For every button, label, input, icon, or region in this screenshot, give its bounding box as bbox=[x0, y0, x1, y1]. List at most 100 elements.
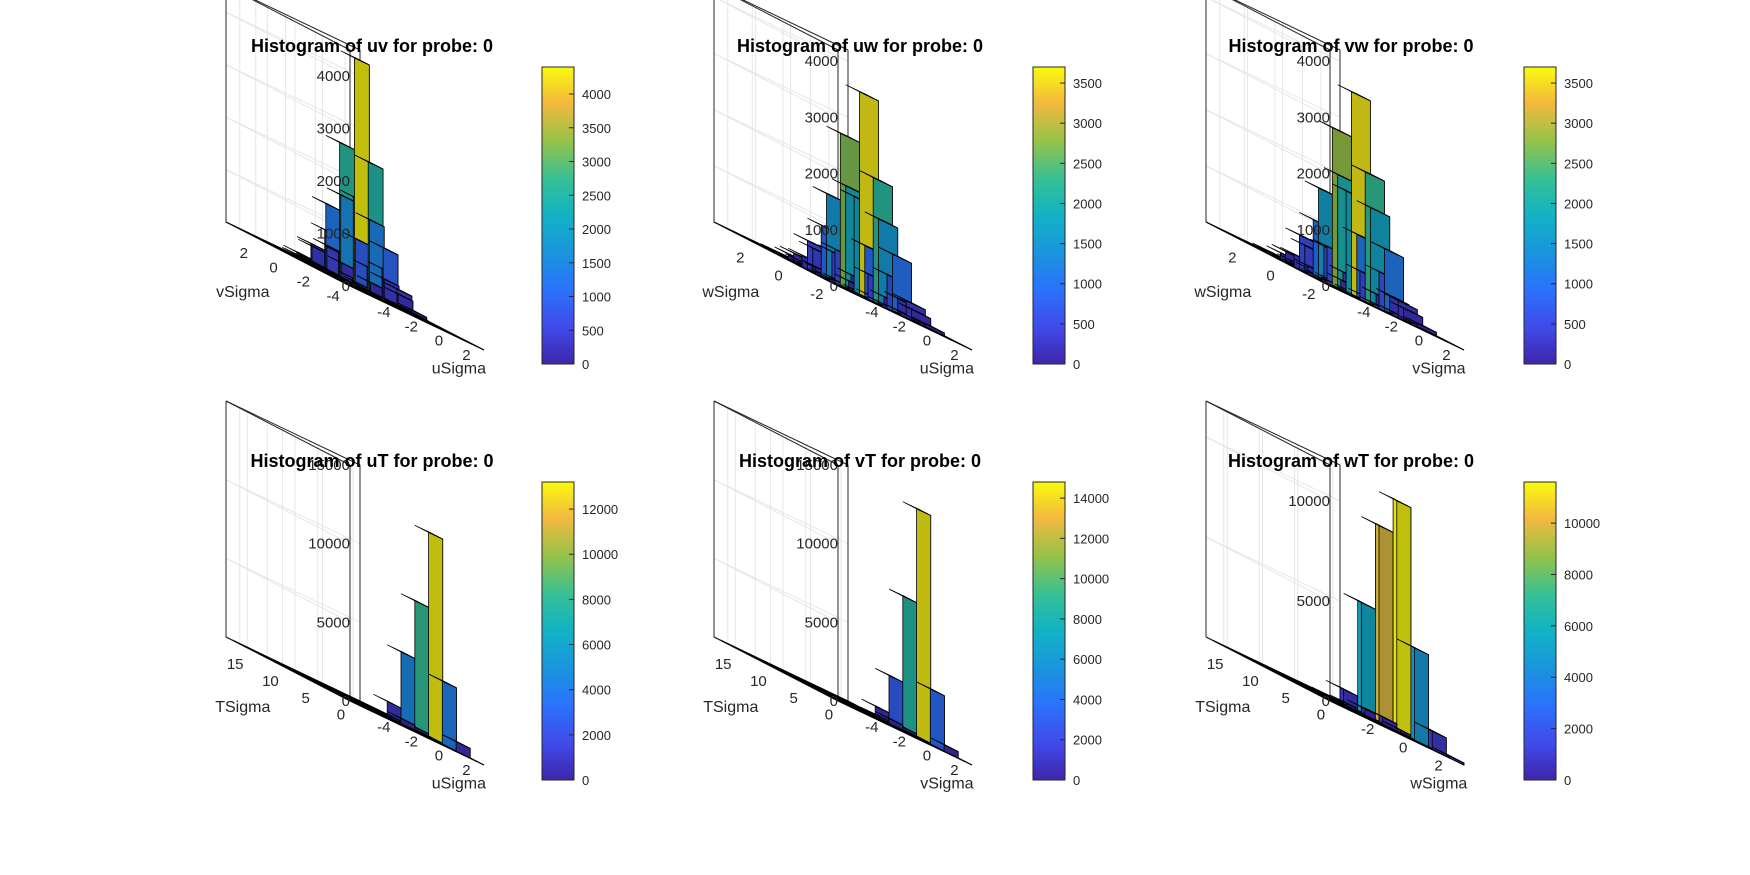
colorbar-tick-label: 3500 bbox=[1073, 76, 1102, 91]
x-tick-label: 2 bbox=[1442, 347, 1450, 364]
colorbar-tick-label: 2000 bbox=[1564, 722, 1593, 737]
histogram-bar bbox=[930, 737, 959, 759]
y-tick-label: 0 bbox=[825, 707, 833, 724]
z-tick-label: 3000 bbox=[317, 121, 350, 138]
z-tick-label: 0 bbox=[342, 693, 350, 710]
y-tick-label: 0 bbox=[774, 268, 782, 285]
tick-labels: 0 5000 10000 15000 -4 -2 0 2 15 10 5 0 bbox=[715, 457, 959, 779]
colorbar-tick-label: 1000 bbox=[1564, 277, 1593, 292]
chart-title: Histogram of uT for probe: 0 bbox=[251, 451, 494, 471]
colorbar-tick-label: 6000 bbox=[1073, 652, 1102, 667]
histogram-bar bbox=[911, 316, 945, 337]
histogram-bar bbox=[873, 717, 902, 732]
y-tick-label: 0 bbox=[1317, 707, 1325, 724]
histogram-bar bbox=[817, 689, 846, 704]
colorbar-tick-label: 14000 bbox=[1073, 491, 1109, 506]
z-tick-label: 2000 bbox=[1297, 166, 1330, 183]
z-tick-label: 4000 bbox=[1297, 53, 1330, 70]
colorbar-tick-label: 0 bbox=[1564, 773, 1571, 788]
colorbar-tick-label: 500 bbox=[582, 323, 604, 338]
colorbar: 0 2000 4000 6000 8000 10000 12000 14000 bbox=[1032, 481, 1109, 788]
histogram-bar bbox=[860, 706, 890, 724]
colorbar-tick-label: 2000 bbox=[1564, 196, 1593, 211]
colorbar-tick-label: 4000 bbox=[582, 683, 611, 698]
x-tick-label: -2 bbox=[405, 733, 418, 750]
colorbar-tick-label: 4000 bbox=[1073, 692, 1102, 707]
histogram-bar bbox=[326, 187, 357, 287]
y-axis-label: TSigma bbox=[703, 699, 758, 716]
histogram-bar bbox=[428, 673, 457, 752]
histogram-bar bbox=[916, 681, 945, 752]
x-tick-label: 2 bbox=[462, 762, 470, 779]
histogram-bar bbox=[455, 335, 485, 351]
x-tick-label: -4 bbox=[865, 304, 878, 321]
histogram-bar bbox=[386, 710, 416, 731]
colorbar: 0 500 1000 1500 2000 2500 3000 3500 bbox=[1032, 66, 1102, 372]
histogram-bar bbox=[818, 688, 847, 704]
histogram-bar bbox=[340, 50, 370, 294]
colorbar-gradient bbox=[541, 66, 575, 365]
colorbar: 0 2000 4000 6000 8000 10000 12000 bbox=[541, 481, 618, 788]
histogram-bar bbox=[372, 706, 402, 724]
colorbar-tick-label: 2000 bbox=[582, 728, 611, 743]
histogram-bar bbox=[385, 717, 414, 732]
colorbar-tick-label: 2500 bbox=[582, 188, 611, 203]
chart-panel: 0 5000 10000 -2 0 2 15 10 5 0 wSigma TSigma Histogra… bbox=[1195, 400, 1600, 793]
y-axis-label: TSigma bbox=[1195, 699, 1250, 716]
z-tick-label: 1000 bbox=[805, 222, 838, 239]
colorbar-tick-label: 3500 bbox=[582, 121, 611, 136]
histogram-bar bbox=[874, 710, 904, 731]
y-tick-label: 15 bbox=[1207, 656, 1224, 673]
histogram-bar bbox=[888, 588, 918, 738]
colorbar-tick-label: 3000 bbox=[582, 155, 611, 170]
z-tick-label: 1000 bbox=[317, 226, 350, 243]
colorbar-tick-label: 12000 bbox=[1073, 531, 1109, 546]
histogram-bar bbox=[303, 674, 332, 689]
colorbar-tick-label: 8000 bbox=[1073, 612, 1102, 627]
y-tick-label: 5 bbox=[790, 690, 798, 707]
colorbar-tick-label: 6000 bbox=[1564, 619, 1593, 634]
chart-panel: 0 1000 2000 3000 4000 -4 -2 0 2 2 0 -2 vSigma wSigma H… bbox=[1193, 0, 1593, 378]
z-tick-label: 5000 bbox=[805, 614, 838, 631]
x-tick-label: -2 bbox=[1361, 721, 1374, 738]
histogram-bar bbox=[400, 593, 430, 738]
colorbar-tick-label: 3000 bbox=[1564, 116, 1593, 131]
x-tick-label: -4 bbox=[1357, 304, 1370, 321]
z-tick-label: 4000 bbox=[317, 68, 350, 85]
histogram-bar bbox=[875, 668, 904, 731]
colorbar-tick-label: 1500 bbox=[1073, 237, 1102, 252]
z-tick-label: 2000 bbox=[317, 173, 350, 190]
colorbar-tick-label: 4000 bbox=[1564, 670, 1593, 685]
z-tick-label: 5000 bbox=[1297, 593, 1330, 610]
y-tick-label: 10 bbox=[262, 673, 279, 690]
histogram-bar bbox=[1432, 746, 1465, 766]
x-tick-label: 0 bbox=[923, 333, 931, 350]
colorbar-tick-label: 0 bbox=[582, 773, 589, 788]
z-tick-label: 10000 bbox=[1288, 493, 1330, 510]
y-tick-label: 5 bbox=[1282, 690, 1290, 707]
colorbar-tick-label: 1000 bbox=[582, 290, 611, 305]
y-tick-label: 10 bbox=[1242, 673, 1259, 690]
x-axis-label: uSigma bbox=[920, 361, 974, 378]
x-tick-label: 0 bbox=[1415, 333, 1423, 350]
histogram-bar bbox=[1403, 315, 1437, 337]
histogram-bar bbox=[902, 501, 932, 745]
colorbar-tick-label: 1500 bbox=[1564, 237, 1593, 252]
histogram-bar bbox=[331, 687, 360, 702]
z-tick-label: 15000 bbox=[308, 457, 350, 474]
colorbar-tick-label: 6000 bbox=[582, 638, 611, 653]
x-tick-label: 0 bbox=[923, 748, 931, 765]
z-tick-label: 2000 bbox=[805, 166, 838, 183]
y-axis-label: vSigma bbox=[216, 284, 269, 301]
z-tick-label: 15000 bbox=[796, 457, 838, 474]
colorbar-tick-label: 0 bbox=[1564, 357, 1571, 372]
x-axis-label: uSigma bbox=[432, 361, 486, 378]
colorbar-gradient bbox=[1032, 481, 1066, 781]
y-tick-label: 0 bbox=[337, 707, 345, 724]
z-tick-label: 10000 bbox=[796, 536, 838, 553]
colorbar-tick-label: 0 bbox=[1073, 773, 1080, 788]
x-tick-label: -2 bbox=[893, 733, 906, 750]
z-tick-label: 3000 bbox=[1297, 109, 1330, 126]
histogram-bar bbox=[1378, 491, 1412, 739]
